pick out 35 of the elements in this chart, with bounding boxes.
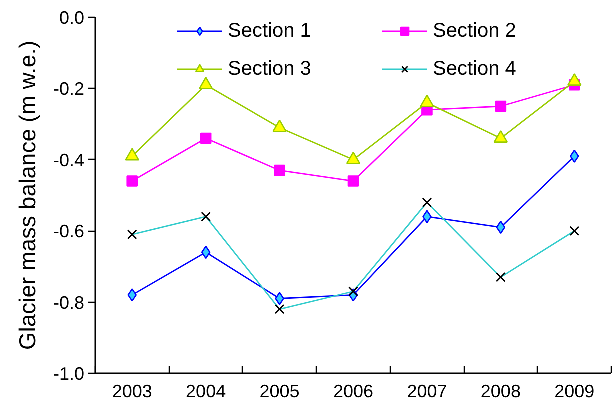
x-tick-label: 2003 [112, 382, 152, 402]
point [570, 226, 580, 236]
x-tick-label: 2007 [407, 382, 448, 402]
point [496, 220, 506, 234]
point [422, 198, 432, 208]
legend-label: Section 4 [433, 56, 518, 82]
point [126, 176, 138, 187]
legend-label: Section 3 [228, 56, 312, 82]
point [348, 286, 358, 297]
point [275, 292, 284, 306]
point [200, 132, 212, 144]
point [496, 272, 506, 282]
y-tick-label: -0.4 [53, 150, 85, 170]
x-tick-label: 2005 [260, 382, 300, 402]
point [127, 230, 138, 240]
point [570, 150, 580, 163]
y-tick-label: -1.0 [53, 364, 85, 384]
x-tick-label: 2006 [333, 382, 374, 402]
point [274, 304, 285, 314]
y-tick-label: -0.2 [53, 79, 85, 100]
legend-label: Section 1 [228, 18, 312, 44]
x-tick-label: 2004 [186, 382, 226, 402]
x-tick-label: 2008 [480, 382, 521, 402]
point [495, 100, 507, 112]
y-tick-label: 0.0 [59, 8, 85, 28]
legend-label: Section 2 [433, 18, 518, 44]
x-tick-label: 2009 [554, 382, 595, 402]
point [201, 212, 212, 222]
y-tick-label: -0.8 [53, 292, 85, 313]
y-tick-label: -0.6 [53, 222, 85, 242]
point [348, 176, 360, 187]
point [201, 246, 211, 260]
point [128, 288, 138, 302]
point [274, 164, 286, 176]
y-axis-title: Glacier mass balance (m w.e.) [14, 40, 40, 350]
